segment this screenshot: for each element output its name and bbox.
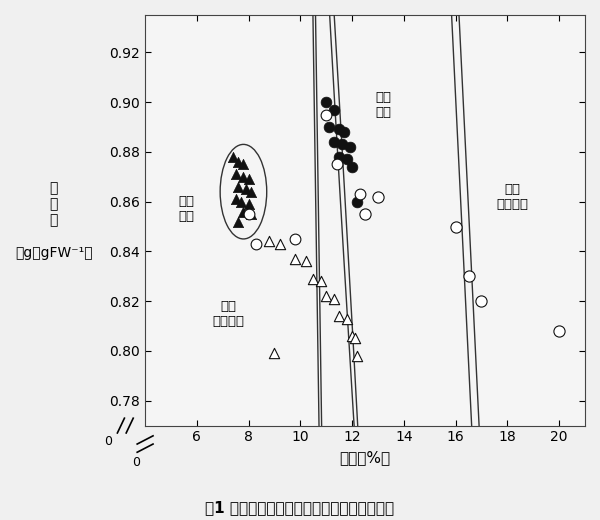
Point bbox=[308, 275, 318, 283]
Text: 未熟
対照: 未熟 対照 bbox=[179, 195, 194, 223]
Point bbox=[244, 200, 253, 209]
Point bbox=[231, 170, 241, 178]
Point bbox=[324, 123, 334, 131]
Point bbox=[233, 217, 243, 226]
Point bbox=[244, 210, 253, 218]
Point bbox=[241, 185, 251, 193]
Y-axis label: 含
水
率

（g・gFW⁻¹）: 含 水 率 （g・gFW⁻¹） bbox=[15, 181, 92, 259]
Point bbox=[340, 128, 349, 136]
Point bbox=[451, 223, 460, 231]
Point bbox=[290, 255, 300, 263]
Point bbox=[329, 138, 339, 146]
Point bbox=[269, 349, 279, 358]
Point bbox=[322, 110, 331, 119]
Point bbox=[233, 183, 243, 191]
Text: 0: 0 bbox=[133, 457, 140, 470]
Point bbox=[476, 297, 486, 305]
Point bbox=[239, 207, 248, 216]
Point bbox=[247, 188, 256, 196]
Text: 完熟
カオリン: 完熟 カオリン bbox=[497, 183, 529, 211]
Point bbox=[239, 173, 248, 181]
Point bbox=[334, 153, 344, 161]
Point bbox=[334, 125, 344, 134]
Point bbox=[347, 332, 357, 340]
Point bbox=[244, 175, 253, 184]
Point bbox=[355, 190, 365, 198]
Point bbox=[322, 292, 331, 301]
Point bbox=[373, 192, 383, 201]
Point bbox=[301, 257, 310, 266]
Text: 0: 0 bbox=[104, 435, 112, 448]
Point bbox=[347, 163, 357, 171]
Text: 未熟
カオリン: 未熟 カオリン bbox=[212, 300, 244, 328]
Point bbox=[275, 240, 284, 248]
Point bbox=[345, 142, 355, 151]
Point bbox=[316, 277, 326, 285]
Point bbox=[251, 240, 261, 248]
Point bbox=[231, 195, 241, 203]
Point bbox=[352, 198, 362, 206]
Point bbox=[228, 153, 238, 161]
Point bbox=[329, 294, 339, 303]
Point bbox=[332, 160, 341, 168]
Point bbox=[350, 334, 359, 343]
Point bbox=[360, 210, 370, 218]
Point bbox=[290, 235, 300, 243]
Point bbox=[554, 327, 564, 335]
Point bbox=[329, 106, 339, 114]
Point bbox=[337, 140, 347, 149]
Point bbox=[236, 198, 245, 206]
Text: 図1 カオリン処理に伴う含水率と糖度の変化: 図1 カオリン処理に伴う含水率と糖度の変化 bbox=[205, 500, 395, 515]
Point bbox=[352, 352, 362, 360]
Point bbox=[322, 98, 331, 106]
Point bbox=[342, 155, 352, 163]
Point bbox=[342, 315, 352, 323]
Point bbox=[239, 160, 248, 168]
Point bbox=[464, 272, 473, 280]
Text: 完熟
対照: 完熟 対照 bbox=[375, 90, 391, 119]
Point bbox=[247, 210, 256, 218]
Point bbox=[334, 312, 344, 320]
Point bbox=[233, 158, 243, 166]
X-axis label: 糖度（%）: 糖度（%） bbox=[340, 450, 391, 465]
Point bbox=[265, 237, 274, 245]
